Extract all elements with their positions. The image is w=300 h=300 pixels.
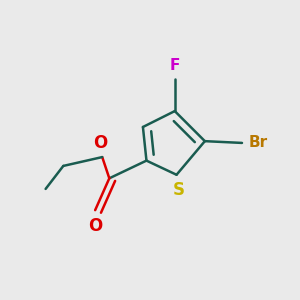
Text: O: O bbox=[93, 134, 108, 152]
Text: Br: Br bbox=[248, 135, 268, 150]
Text: F: F bbox=[169, 58, 180, 73]
Text: O: O bbox=[88, 217, 102, 235]
Text: S: S bbox=[172, 181, 184, 199]
